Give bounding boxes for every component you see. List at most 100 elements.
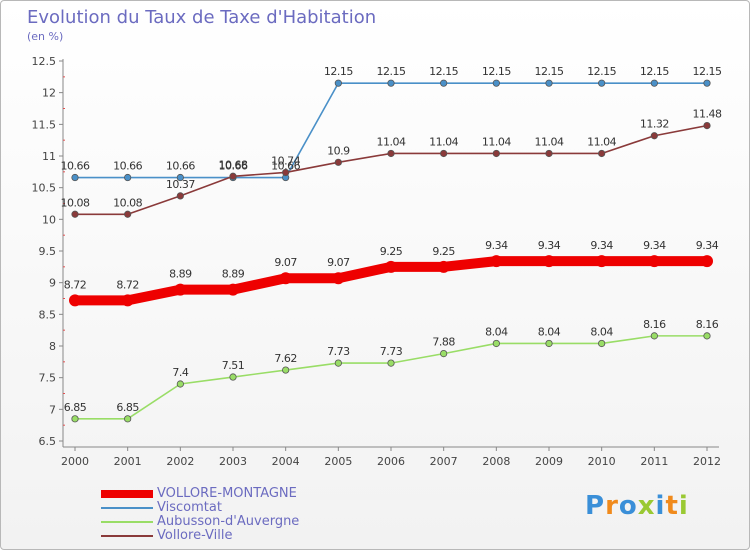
data-label-aubusson-d-auvergne: 7.73 (327, 345, 350, 358)
data-label-aubusson-d-auvergne: 8.04 (538, 325, 561, 338)
data-label-aubusson-d-auvergne: 7.73 (380, 345, 403, 358)
data-point-aubusson-d-auvergne (71, 415, 79, 423)
data-point-vollore-montagne (543, 255, 555, 268)
data-point-aubusson-d-auvergne (334, 359, 342, 367)
data-point-vollore-montagne (701, 255, 713, 268)
data-point-aubusson-d-auvergne (176, 380, 184, 388)
data-point-vollore-ville (124, 210, 132, 218)
data-point-aubusson-d-auvergne (282, 366, 290, 374)
y-tick-label: 7 (49, 403, 56, 416)
x-tick-label: 2004 (272, 455, 300, 468)
data-point-vollore-ville (598, 149, 606, 158)
data-label-aubusson-d-auvergne: 8.04 (590, 325, 613, 338)
data-label-aubusson-d-auvergne: 8.16 (643, 318, 666, 331)
data-label-vollore-montagne: 9.34 (538, 239, 561, 252)
y-tick-label: 12.5 (32, 55, 57, 68)
chart-subtitle: (en %) (27, 30, 64, 43)
legend-swatch (101, 535, 153, 537)
data-point-viscomtat (176, 173, 184, 182)
data-point-viscomtat (703, 79, 711, 87)
data-point-aubusson-d-auvergne (124, 415, 132, 423)
data-point-aubusson-d-auvergne (387, 359, 395, 367)
data-label-viscomtat: 12.15 (587, 65, 616, 78)
data-label-viscomtat: 12.15 (693, 65, 722, 78)
data-point-aubusson-d-auvergne (650, 332, 658, 340)
x-tick-label: 2005 (324, 455, 352, 468)
data-point-vollore-montagne (121, 294, 134, 307)
data-label-vollore-montagne: 9.07 (327, 256, 350, 269)
y-tick-label: 9 (49, 277, 56, 290)
data-point-aubusson-d-auvergne (492, 339, 500, 348)
y-tick-label: 6.5 (39, 435, 57, 448)
x-tick-label: 2001 (114, 455, 142, 468)
data-label-vollore-montagne: 9.34 (696, 239, 719, 252)
data-label-viscomtat: 10.66 (113, 160, 142, 173)
legend-label: VOLLORE-MONTAGNE (157, 486, 297, 501)
data-label-viscomtat: 10.66 (166, 160, 195, 173)
proxiti-logo: Proxiti (585, 491, 689, 521)
x-tick-label: 2008 (482, 455, 510, 468)
data-point-vollore-ville (282, 168, 290, 177)
data-label-vollore-ville: 11.04 (482, 135, 511, 148)
data-point-vollore-montagne (595, 255, 608, 268)
chart-title: Evolution du Taux de Taxe d'Habitation (27, 7, 377, 28)
x-tick-label: 2009 (535, 455, 563, 468)
data-label-vollore-ville: 11.04 (377, 135, 406, 148)
data-label-aubusson-d-auvergne: 8.04 (485, 325, 508, 338)
data-label-vollore-ville: 10.08 (113, 196, 142, 209)
logo-letter: r (605, 491, 619, 521)
data-point-vollore-montagne (490, 255, 503, 268)
data-label-vollore-montagne: 8.72 (64, 278, 87, 291)
data-label-aubusson-d-auvergne: 7.88 (432, 336, 455, 349)
data-label-vollore-montagne: 8.72 (116, 278, 139, 291)
y-tick-label: 8 (49, 340, 56, 353)
data-label-viscomtat: 12.15 (535, 65, 564, 78)
logo-letter: o (618, 491, 638, 521)
data-label-vollore-ville: 11.04 (429, 135, 458, 148)
data-point-vollore-montagne (279, 272, 292, 285)
data-label-viscomtat: 10.66 (271, 160, 300, 173)
data-point-vollore-montagne (174, 283, 187, 296)
data-label-vollore-montagne: 8.89 (222, 268, 245, 281)
data-point-viscomtat (545, 79, 553, 87)
y-tick-label: 10 (42, 213, 56, 226)
legend-swatch (101, 490, 153, 498)
data-point-vollore-ville (176, 192, 184, 200)
data-point-aubusson-d-auvergne (545, 339, 553, 348)
data-label-vollore-ville: 11.48 (693, 108, 722, 121)
data-point-viscomtat (492, 79, 500, 87)
legend-label: Viscomtat (157, 500, 222, 515)
data-label-viscomtat: 12.15 (377, 65, 406, 78)
data-point-vollore-ville (492, 149, 500, 158)
y-tick-label: 11 (42, 150, 56, 163)
legend-swatch (101, 507, 153, 509)
x-tick-label: 2002 (166, 455, 194, 468)
data-label-aubusson-d-auvergne: 7.51 (222, 359, 245, 372)
data-label-vollore-ville: 10.37 (166, 178, 195, 191)
data-label-vollore-montagne: 8.89 (169, 268, 192, 281)
data-point-vollore-ville (71, 210, 79, 218)
logo-letter: P (585, 491, 606, 521)
data-label-viscomtat: 10.66 (219, 160, 248, 173)
logo-letter: t (665, 491, 679, 521)
x-tick-label: 2003 (219, 455, 247, 468)
data-point-vollore-ville (545, 149, 553, 158)
logo-letter: i (678, 491, 689, 521)
data-point-vollore-ville (334, 158, 342, 166)
y-tick-label: 8.5 (39, 308, 57, 321)
data-label-viscomtat: 12.15 (429, 65, 458, 78)
data-label-aubusson-d-auvergne: 7.4 (172, 366, 188, 379)
legend-swatch (101, 521, 153, 523)
data-label-viscomtat: 12.15 (482, 65, 511, 78)
data-label-viscomtat: 12.15 (324, 65, 353, 78)
data-label-aubusson-d-auvergne: 7.62 (274, 352, 297, 365)
data-point-viscomtat (598, 79, 606, 87)
data-point-vollore-montagne (69, 294, 81, 307)
data-point-viscomtat (440, 79, 448, 87)
data-label-vollore-ville: 11.32 (640, 118, 669, 131)
data-point-viscomtat (71, 173, 79, 182)
x-tick-label: 2012 (693, 455, 721, 468)
y-tick-label: 9.5 (39, 245, 57, 258)
data-label-vollore-montagne: 9.07 (274, 256, 297, 269)
